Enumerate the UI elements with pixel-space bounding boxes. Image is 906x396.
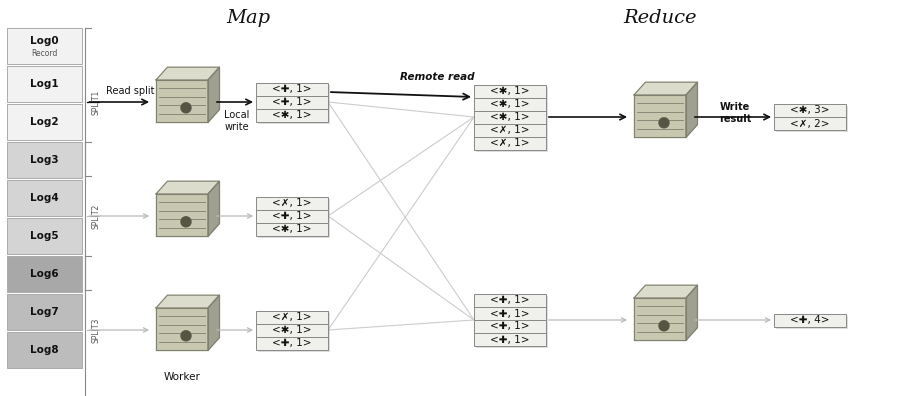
- FancyBboxPatch shape: [474, 137, 546, 150]
- Text: Map: Map: [226, 9, 270, 27]
- FancyBboxPatch shape: [476, 296, 548, 348]
- FancyBboxPatch shape: [256, 196, 328, 209]
- Polygon shape: [634, 82, 698, 95]
- FancyBboxPatch shape: [256, 95, 328, 109]
- FancyBboxPatch shape: [474, 110, 546, 124]
- Polygon shape: [208, 295, 219, 350]
- FancyBboxPatch shape: [258, 84, 330, 124]
- FancyBboxPatch shape: [774, 314, 846, 326]
- Text: Read split: Read split: [106, 86, 154, 96]
- FancyBboxPatch shape: [474, 97, 546, 110]
- Text: Remote read: Remote read: [400, 72, 475, 82]
- Polygon shape: [208, 181, 219, 236]
- Text: <✱, 1>: <✱, 1>: [490, 86, 530, 96]
- FancyBboxPatch shape: [476, 86, 548, 152]
- Text: Worker: Worker: [164, 372, 200, 382]
- Text: Log2: Log2: [30, 117, 58, 127]
- Text: SPLIT1: SPLIT1: [92, 89, 101, 114]
- FancyBboxPatch shape: [256, 310, 328, 324]
- FancyBboxPatch shape: [6, 104, 82, 140]
- FancyBboxPatch shape: [258, 198, 330, 238]
- Polygon shape: [686, 285, 698, 340]
- FancyBboxPatch shape: [6, 66, 82, 102]
- Polygon shape: [686, 82, 698, 137]
- FancyBboxPatch shape: [256, 337, 328, 350]
- Text: SPLIT2: SPLIT2: [92, 204, 101, 228]
- FancyBboxPatch shape: [474, 307, 546, 320]
- Text: Log6: Log6: [30, 269, 58, 279]
- Text: Log0: Log0: [30, 36, 58, 46]
- Text: Log1: Log1: [30, 79, 58, 89]
- Text: Log7: Log7: [30, 307, 58, 317]
- Text: <✱, 1>: <✱, 1>: [272, 224, 312, 234]
- Text: Log5: Log5: [30, 231, 58, 241]
- Circle shape: [659, 118, 669, 128]
- Text: <✗, 1>: <✗, 1>: [272, 198, 312, 208]
- Text: <✚, 1>: <✚, 1>: [272, 84, 312, 94]
- FancyBboxPatch shape: [6, 218, 82, 254]
- FancyBboxPatch shape: [776, 106, 848, 132]
- Text: <✗, 1>: <✗, 1>: [490, 125, 530, 135]
- FancyBboxPatch shape: [774, 117, 846, 130]
- Text: <✚, 1>: <✚, 1>: [272, 97, 312, 107]
- FancyBboxPatch shape: [6, 28, 82, 64]
- Circle shape: [181, 103, 191, 113]
- Text: Log8: Log8: [30, 345, 58, 355]
- FancyBboxPatch shape: [6, 256, 82, 292]
- Text: <✚, 1>: <✚, 1>: [272, 338, 312, 348]
- FancyBboxPatch shape: [6, 142, 82, 178]
- FancyBboxPatch shape: [474, 124, 546, 137]
- Text: Local
write: Local write: [225, 110, 250, 131]
- Text: Log3: Log3: [30, 155, 58, 165]
- FancyBboxPatch shape: [256, 223, 328, 236]
- Text: <✚, 4>: <✚, 4>: [790, 315, 830, 325]
- Text: <✚, 1>: <✚, 1>: [490, 308, 530, 318]
- Text: <✗, 1>: <✗, 1>: [490, 138, 530, 148]
- FancyBboxPatch shape: [256, 109, 328, 122]
- Text: <✱, 1>: <✱, 1>: [272, 325, 312, 335]
- Text: <✗, 1>: <✗, 1>: [272, 312, 312, 322]
- Text: Log4: Log4: [30, 193, 58, 203]
- Text: <✱, 3>: <✱, 3>: [790, 105, 830, 116]
- FancyBboxPatch shape: [6, 180, 82, 216]
- Text: <✚, 1>: <✚, 1>: [490, 322, 530, 331]
- FancyBboxPatch shape: [474, 320, 546, 333]
- Polygon shape: [156, 67, 219, 80]
- FancyBboxPatch shape: [474, 294, 546, 307]
- Circle shape: [181, 217, 191, 227]
- FancyBboxPatch shape: [256, 82, 328, 95]
- FancyBboxPatch shape: [258, 312, 330, 352]
- Text: SPLIT3: SPLIT3: [92, 317, 101, 343]
- FancyBboxPatch shape: [256, 324, 328, 337]
- Text: Record: Record: [31, 50, 57, 59]
- FancyBboxPatch shape: [474, 333, 546, 346]
- FancyBboxPatch shape: [256, 209, 328, 223]
- Text: <✚, 1>: <✚, 1>: [490, 295, 530, 305]
- Text: <✱, 1>: <✱, 1>: [490, 112, 530, 122]
- Text: <✱, 1>: <✱, 1>: [490, 99, 530, 109]
- Polygon shape: [156, 181, 219, 194]
- FancyBboxPatch shape: [776, 316, 848, 329]
- Text: <✗, 2>: <✗, 2>: [790, 118, 830, 128]
- Polygon shape: [634, 95, 686, 137]
- Circle shape: [181, 331, 191, 341]
- Text: Reduce: Reduce: [623, 9, 697, 27]
- Polygon shape: [634, 298, 686, 340]
- Circle shape: [659, 321, 669, 331]
- FancyBboxPatch shape: [474, 84, 546, 97]
- FancyBboxPatch shape: [774, 104, 846, 117]
- Text: Write
result: Write result: [718, 102, 751, 124]
- Polygon shape: [634, 285, 698, 298]
- Text: <✚, 1>: <✚, 1>: [490, 335, 530, 345]
- FancyBboxPatch shape: [6, 332, 82, 368]
- Text: <✱, 1>: <✱, 1>: [272, 110, 312, 120]
- Polygon shape: [156, 308, 208, 350]
- Polygon shape: [156, 194, 208, 236]
- FancyBboxPatch shape: [6, 294, 82, 330]
- Polygon shape: [156, 80, 208, 122]
- Polygon shape: [156, 295, 219, 308]
- Text: <✚, 1>: <✚, 1>: [272, 211, 312, 221]
- Polygon shape: [208, 67, 219, 122]
